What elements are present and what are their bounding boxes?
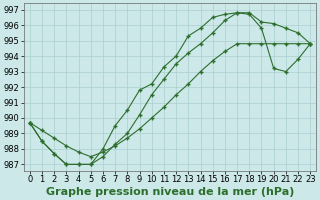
X-axis label: Graphe pression niveau de la mer (hPa): Graphe pression niveau de la mer (hPa) bbox=[46, 187, 294, 197]
